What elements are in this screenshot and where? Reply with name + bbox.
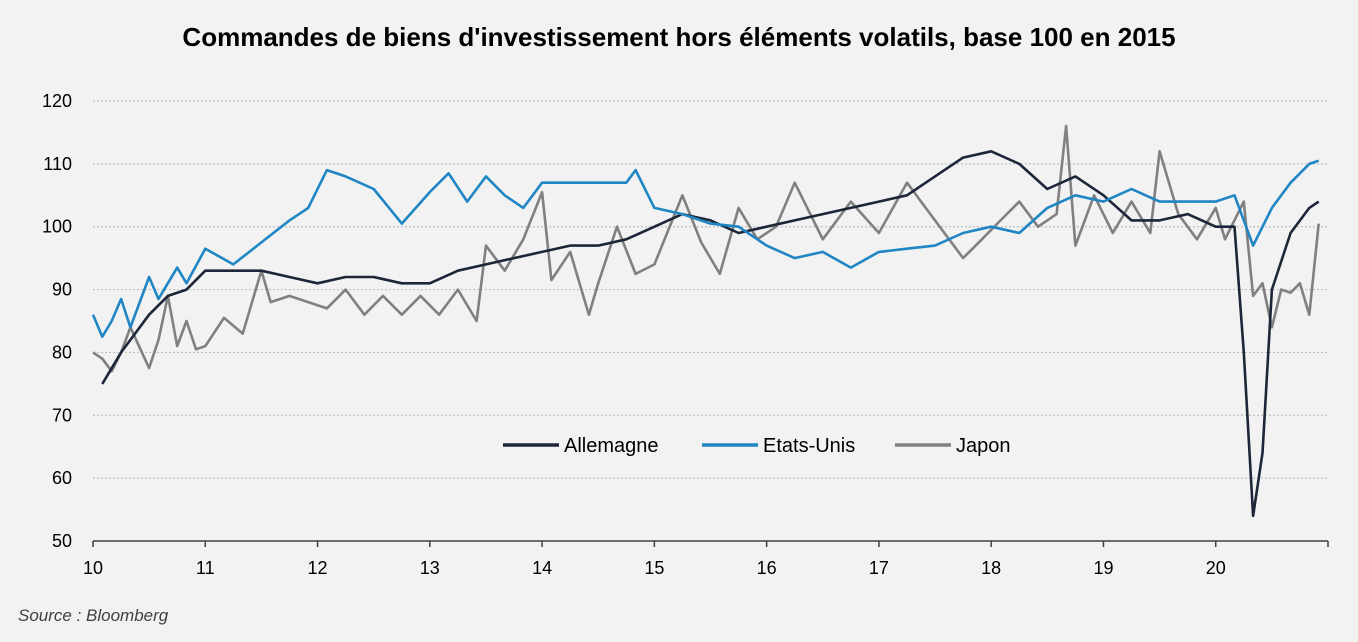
y-tick-label: 50: [52, 531, 72, 551]
y-tick-label: 100: [42, 217, 72, 237]
source-note: Source : Bloomberg: [18, 606, 169, 625]
x-tick-label: 11: [196, 558, 215, 578]
chart-title: Commandes de biens d'investissement hors…: [182, 22, 1176, 52]
x-tick-label: 15: [644, 558, 664, 578]
legend-label: Allemagne: [564, 435, 659, 457]
x-tick-label: 14: [532, 558, 552, 578]
gridlines: [93, 100, 1328, 479]
x-tick-label: 12: [308, 558, 328, 578]
series-line-etats-unis: [91, 159, 1320, 338]
x-tick-label: 16: [757, 558, 777, 578]
y-tick-label: 90: [52, 280, 72, 300]
series-lines: [91, 124, 1320, 518]
x-tick-label: 10: [83, 558, 103, 578]
x-axis: 10 11 12 13 14 15 16 17 18 19 20: [83, 540, 1329, 578]
series-line-allemagne: [101, 150, 1320, 518]
legend: Allemagne Etats-Unis Japon: [503, 435, 1011, 457]
y-tick-label: 120: [42, 91, 72, 111]
y-axis: 50 60 70 80 90 100 110 120: [42, 91, 72, 551]
x-tick-label: 18: [981, 558, 1001, 578]
series-line-japon: [92, 124, 1320, 373]
y-tick-label: 80: [52, 342, 72, 362]
legend-label: Etats-Unis: [763, 435, 855, 457]
legend-label: Japon: [956, 435, 1011, 457]
x-tick-label: 17: [869, 558, 889, 578]
x-tick-label: 20: [1206, 558, 1226, 578]
x-tick-label: 19: [1093, 558, 1113, 578]
y-tick-label: 60: [52, 468, 72, 488]
y-tick-label: 70: [52, 405, 72, 425]
x-tick-label: 13: [420, 558, 440, 578]
y-tick-label: 110: [43, 154, 72, 174]
